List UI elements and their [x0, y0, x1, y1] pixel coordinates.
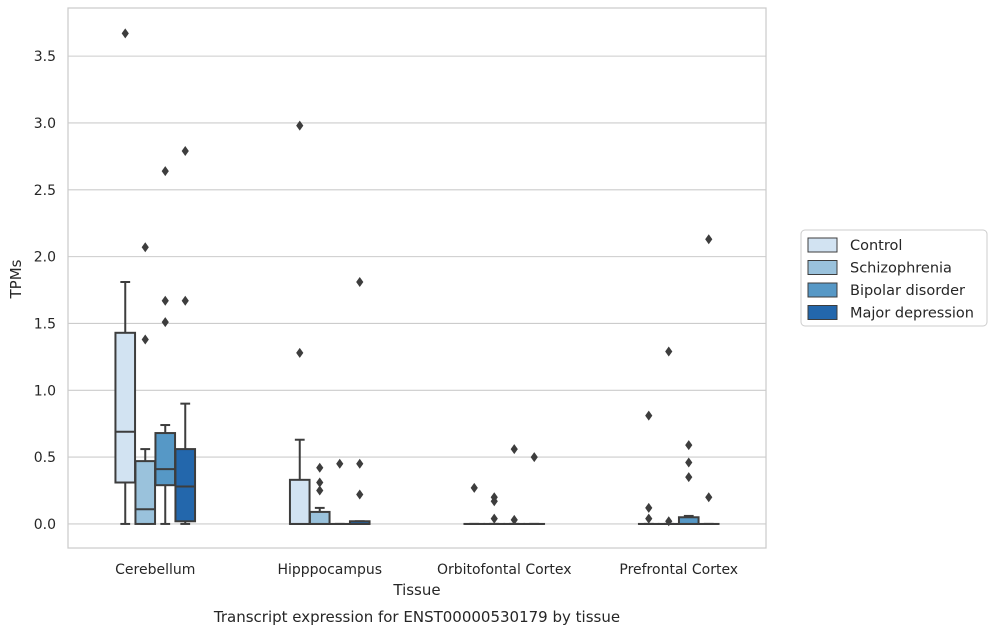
box-control: [288, 120, 311, 525]
outlier-point: [161, 166, 169, 177]
outlier-point: [296, 120, 304, 131]
outlier-point: [705, 234, 713, 245]
boxes: [114, 28, 720, 527]
box-major-depression: [174, 146, 197, 525]
y-tick-label: 0.0: [34, 517, 56, 533]
outlier-point: [645, 410, 653, 421]
outlier-point: [316, 477, 324, 488]
x-tick-label: Orbitofontal Cortex: [437, 562, 572, 578]
legend-label: Major depression: [850, 306, 974, 322]
x-tick-labels: Cerebellum Hipppocampus Orbitofontal Corte…: [115, 562, 738, 578]
y-tick-label: 0.5: [34, 450, 56, 466]
outlier-point: [490, 492, 498, 503]
box-bipolar-disorder: [154, 166, 177, 525]
box-schizophrenia: [134, 242, 157, 525]
outlier-point: [356, 458, 364, 469]
outlier-point: [356, 489, 364, 500]
box-bipolar-disorder: [677, 440, 700, 525]
legend: Control Schizophrenia Bipolar disorder Majo…: [800, 229, 988, 327]
x-tick-label: Cerebellum: [115, 562, 195, 578]
box-major-depression: [523, 452, 546, 525]
outlier-point: [161, 317, 169, 328]
x-tick-label: Prefrontal Cortex: [619, 562, 738, 578]
y-tick-label: 3.5: [34, 49, 56, 65]
outlier-point: [181, 146, 189, 157]
outlier-point: [530, 452, 538, 463]
outlier-point: [161, 295, 169, 306]
y-axis-label: TPMs: [7, 259, 25, 299]
outlier-point: [490, 513, 498, 524]
outlier-point: [645, 502, 653, 513]
legend-swatch: [807, 282, 838, 298]
legend-swatch: [807, 237, 838, 253]
box-body: [677, 516, 700, 525]
legend-label: Bipolar disorder: [850, 283, 965, 299]
legend-label: Schizophrenia: [850, 261, 952, 277]
outlier-point: [685, 457, 693, 468]
outlier-point: [316, 485, 324, 496]
outlier-point: [141, 334, 149, 345]
box-schizophrenia: [657, 346, 680, 527]
y-tick-label: 2.5: [34, 183, 56, 199]
box-major-depression: [697, 234, 720, 525]
y-tick-labels: 0.0 0.5 1.0 1.5 2.0 2.5 3.0 3.5: [34, 49, 56, 533]
box-body: [288, 478, 311, 525]
outlier-point: [705, 492, 713, 503]
y-tick-label: 1.5: [34, 316, 56, 332]
outlier-point: [665, 516, 673, 527]
outlier-point: [470, 482, 478, 493]
outlier-point: [141, 242, 149, 253]
box-control: [114, 28, 137, 525]
outlier-point: [296, 347, 304, 358]
box-body: [308, 510, 331, 525]
plot-frame: [67, 7, 767, 549]
x-axis-label: Tissue: [392, 581, 440, 599]
box-major-depression: [348, 277, 371, 525]
outlier-point: [685, 472, 693, 483]
box-body: [114, 331, 137, 484]
box-schizophrenia: [308, 462, 331, 525]
outlier-point: [510, 514, 518, 525]
outlier-point: [645, 513, 653, 524]
outlier-point: [316, 462, 324, 473]
outlier-point: [356, 277, 364, 288]
y-tick-label: 2.0: [34, 250, 56, 266]
x-tick-label: Hipppocampus: [277, 562, 382, 578]
outlier-point: [121, 28, 129, 39]
y-tick-label: 3.0: [34, 116, 56, 132]
y-tick-label: 1.0: [34, 383, 56, 399]
legend-label: Control: [850, 238, 902, 254]
outlier-point: [510, 444, 518, 455]
outlier-point: [665, 346, 673, 357]
chart-caption: Transcript expression for ENST0000053017…: [213, 608, 620, 626]
outlier-point: [685, 440, 693, 451]
outlier-point: [181, 295, 189, 306]
legend-swatch: [807, 305, 838, 320]
box-body: [174, 448, 197, 523]
box-body: [134, 460, 157, 525]
legend-swatch: [807, 260, 838, 275]
legend-frame: [800, 229, 988, 327]
box-bipolar-disorder: [328, 458, 351, 525]
outlier-point: [336, 458, 344, 469]
box-body: [154, 432, 177, 487]
